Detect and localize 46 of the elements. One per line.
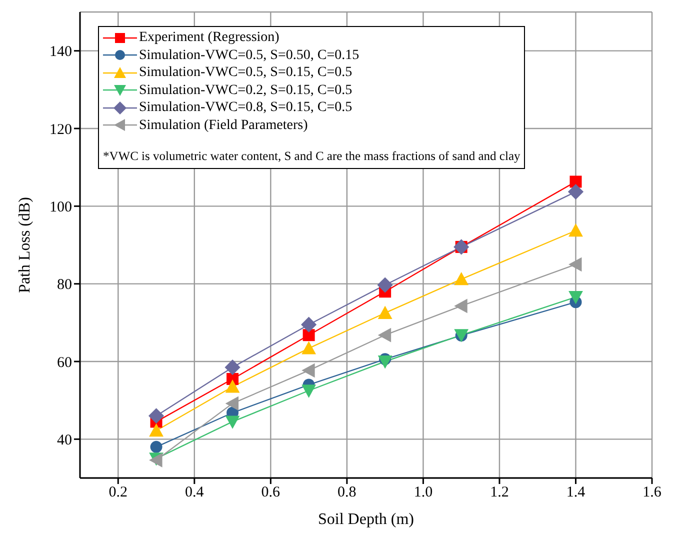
x-axis-title: Soil Depth (m) xyxy=(318,511,414,528)
y-tick-label: 80 xyxy=(57,277,72,294)
point xyxy=(224,360,240,376)
point xyxy=(149,423,164,437)
legend-label: Simulation-VWC=0.5, S=0.50, C=0.15 xyxy=(139,46,360,64)
annotation: *VWC is volumetric water content, S and C are the mass fractions of sand and clay xyxy=(103,148,520,165)
x-tick-label: 1.0 xyxy=(414,484,433,501)
point xyxy=(302,384,316,398)
x-tick-label: 0.2 xyxy=(108,484,128,501)
y-axis-title: Path Loss (dB) xyxy=(16,197,34,293)
point xyxy=(454,298,468,314)
point xyxy=(225,380,240,393)
x-tick-label: 1.2 xyxy=(490,484,509,501)
x-tick-label: 0.4 xyxy=(185,484,204,501)
point xyxy=(378,328,392,342)
point xyxy=(568,223,583,237)
point xyxy=(301,316,317,332)
legend-label: Simulation-VWC=0.8, S=0.15, C=0.5 xyxy=(139,99,352,116)
legend-label: Simulation-VWC=0.5, S=0.15, C=0.5 xyxy=(139,64,352,82)
point xyxy=(568,184,584,200)
point xyxy=(225,416,240,429)
y-tick-label: 120 xyxy=(50,122,72,138)
y-tick-label: 100 xyxy=(50,199,72,216)
point xyxy=(302,341,316,354)
legend-label: Simulation-VWC=0.2, S=0.15, C=0.5 xyxy=(139,82,352,99)
y-tick-label: 140 xyxy=(50,44,72,60)
point xyxy=(377,277,393,293)
x-tick-label: 1.6 xyxy=(642,484,662,501)
point xyxy=(454,272,469,286)
x-tick-label: 0.8 xyxy=(338,484,356,501)
point xyxy=(378,306,392,319)
point xyxy=(225,396,239,411)
x-tick-label: 1.4 xyxy=(566,484,586,501)
point xyxy=(378,356,392,369)
point xyxy=(568,257,582,272)
y-tick-label: 60 xyxy=(57,354,72,371)
point xyxy=(148,408,164,424)
y-tick-label: 40 xyxy=(57,432,72,448)
point xyxy=(150,440,162,453)
point xyxy=(570,176,582,188)
point xyxy=(568,291,583,304)
point xyxy=(302,363,315,378)
legend-label: Simulation (Field Parameters) xyxy=(139,116,308,134)
legend-label: Experiment (Regression) xyxy=(139,29,280,46)
point xyxy=(302,329,315,342)
x-tick-label: 0.6 xyxy=(261,484,281,501)
